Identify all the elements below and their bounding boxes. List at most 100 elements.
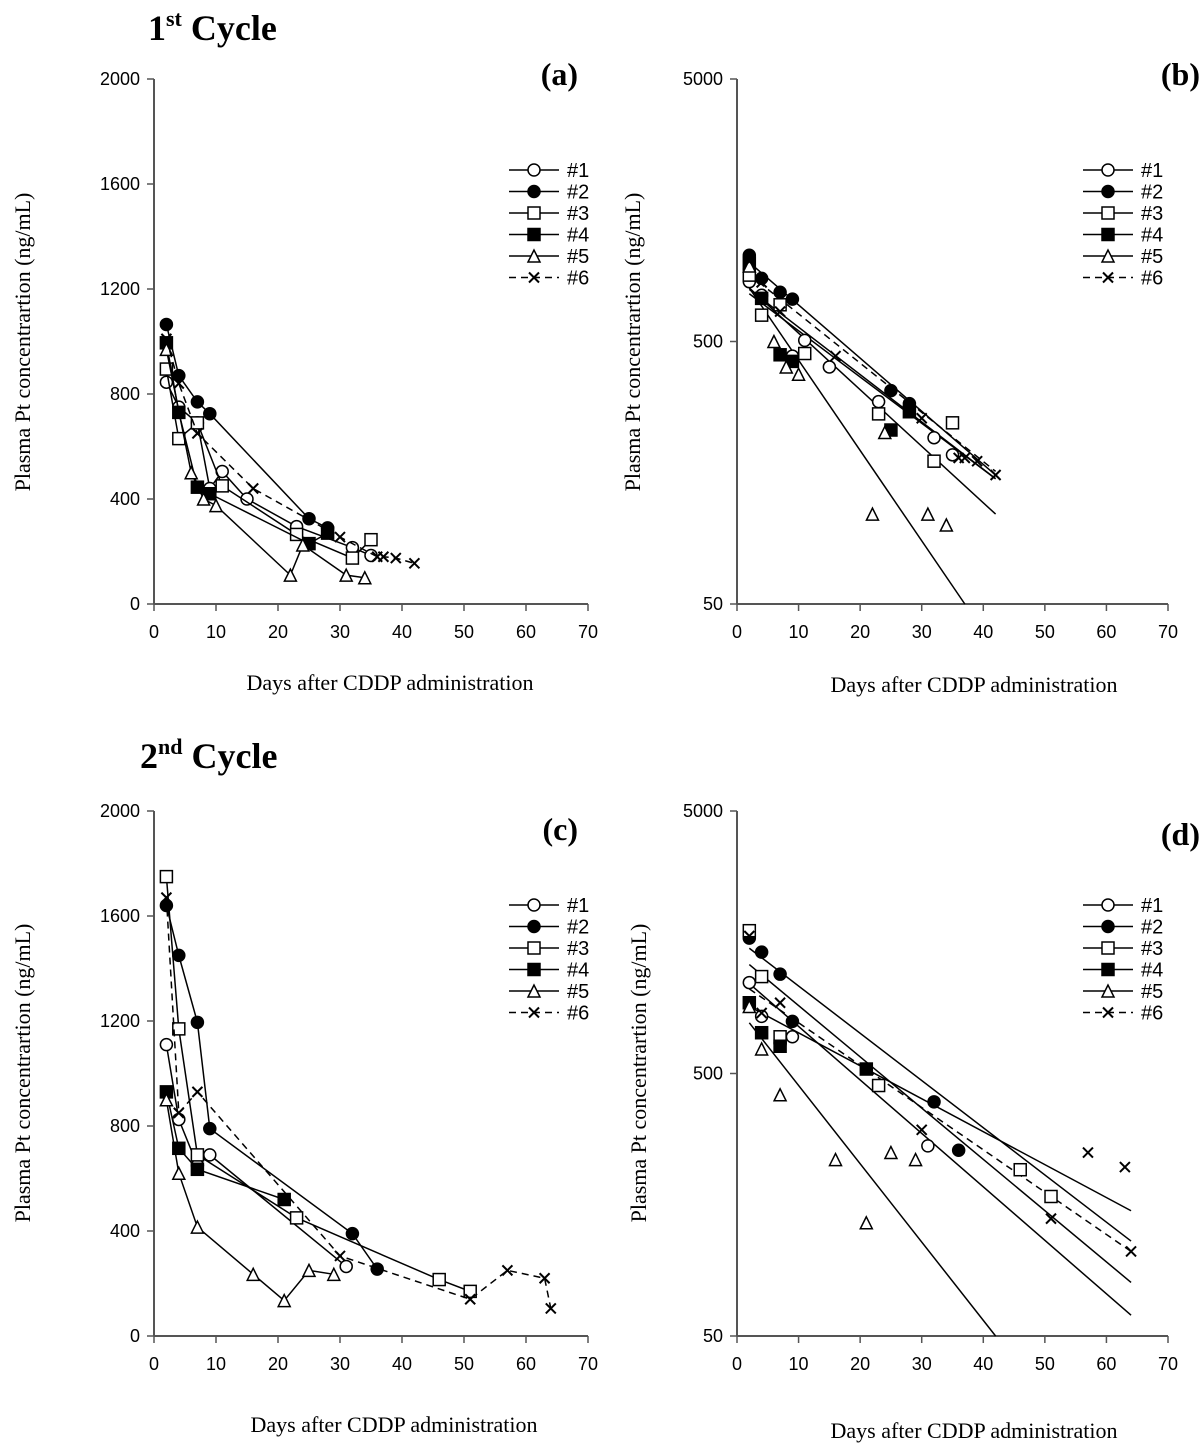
data-point bbox=[190, 1148, 205, 1162]
legend-marker bbox=[1101, 163, 1115, 177]
data-point bbox=[276, 1292, 292, 1308]
cycle-2-ordinal: 2 bbox=[140, 736, 158, 776]
panel-d: 0 10 20 30 40 50 60 70 50 500 5000 Days after CDDP … bbox=[626, 801, 1200, 1443]
cycle-1-word: Cycle bbox=[190, 8, 277, 48]
data-point bbox=[921, 1139, 935, 1153]
data-point bbox=[326, 1266, 342, 1282]
data-point bbox=[743, 255, 756, 268]
fit-line bbox=[748, 1022, 997, 1337]
x-tick-label: 40 bbox=[392, 1354, 412, 1374]
data-point bbox=[203, 1148, 217, 1162]
series-n5 bbox=[742, 998, 923, 1230]
data-point bbox=[785, 1014, 800, 1029]
series-n6 bbox=[743, 255, 1002, 481]
panel-b: 0 10 20 30 40 50 60 70 50 500 5000 Days after CDDP … bbox=[620, 56, 1200, 697]
data-point bbox=[773, 298, 787, 312]
legend-marker bbox=[527, 163, 541, 177]
data-point bbox=[203, 406, 217, 421]
data-point bbox=[754, 969, 769, 984]
legend-marker bbox=[1101, 227, 1115, 242]
data-point bbox=[916, 412, 928, 424]
legend: #1#2#3#4#5#6 bbox=[509, 895, 589, 1025]
x-tick-label: 20 bbox=[268, 622, 288, 642]
series-n3 bbox=[159, 362, 378, 565]
data-point bbox=[829, 350, 842, 362]
data-point bbox=[159, 869, 174, 884]
x-tick-label: 10 bbox=[789, 622, 809, 642]
fit-line bbox=[748, 947, 1132, 1242]
data-point bbox=[172, 1022, 186, 1036]
data-point bbox=[190, 416, 205, 430]
x-tick-label: 20 bbox=[850, 1354, 870, 1374]
data-point bbox=[215, 479, 229, 493]
series-line bbox=[165, 1091, 285, 1201]
data-point bbox=[208, 497, 224, 513]
legend: #1#2#3#4#5#6 bbox=[509, 160, 589, 290]
x-tick-label: 0 bbox=[732, 622, 742, 642]
series-n6 bbox=[160, 333, 421, 570]
legend-marker bbox=[528, 271, 540, 284]
y-tick-label: 0 bbox=[130, 1326, 140, 1346]
data-point bbox=[301, 1262, 317, 1278]
legend-label: #3 bbox=[567, 938, 589, 960]
data-point bbox=[927, 454, 941, 468]
data-point bbox=[1082, 1146, 1094, 1159]
data-point bbox=[951, 1143, 966, 1158]
data-point bbox=[773, 348, 787, 362]
data-point bbox=[463, 1284, 477, 1299]
data-point bbox=[945, 448, 960, 462]
legend-label: #3 bbox=[1141, 938, 1163, 960]
data-point bbox=[742, 998, 757, 1014]
legend-marker bbox=[1101, 962, 1115, 977]
data-point bbox=[1125, 1245, 1137, 1258]
data-point bbox=[173, 377, 185, 390]
legend-label: #4 bbox=[567, 225, 589, 247]
legend-label: #6 bbox=[1141, 1003, 1163, 1025]
x-tick-label: 10 bbox=[206, 1354, 226, 1374]
data-point bbox=[927, 1095, 941, 1109]
data-point bbox=[1119, 1161, 1131, 1173]
y-tick-label: 50 bbox=[703, 594, 723, 614]
data-point bbox=[971, 455, 983, 467]
x-tick-label: 50 bbox=[454, 1354, 474, 1374]
series-n3 bbox=[159, 869, 477, 1299]
data-point bbox=[345, 1226, 360, 1241]
legend-label: #2 bbox=[567, 182, 589, 204]
data-point bbox=[859, 1215, 874, 1230]
x-tick-label: 10 bbox=[789, 1354, 809, 1374]
data-point bbox=[408, 557, 421, 570]
legend-label: #5 bbox=[567, 246, 589, 268]
series-line bbox=[165, 349, 365, 579]
series-n5 bbox=[159, 1092, 342, 1308]
series-n6 bbox=[743, 930, 1137, 1258]
data-point bbox=[190, 1162, 205, 1177]
y-tick-label: 400 bbox=[110, 1221, 140, 1241]
x-tick-label: 60 bbox=[1096, 1354, 1116, 1374]
data-point bbox=[779, 359, 794, 374]
series-n2 bbox=[159, 898, 384, 1276]
data-point bbox=[159, 1037, 174, 1052]
data-point bbox=[190, 395, 205, 409]
legend-marker bbox=[1102, 271, 1114, 284]
y-tick-label: 1600 bbox=[100, 174, 140, 194]
data-point bbox=[773, 285, 787, 300]
legend-marker bbox=[527, 184, 541, 199]
y-tick-label: 800 bbox=[110, 1116, 140, 1136]
data-point bbox=[173, 1107, 185, 1119]
fit-line bbox=[748, 273, 997, 472]
legend-marker bbox=[1101, 184, 1115, 199]
data-point bbox=[302, 511, 316, 526]
legend-marker bbox=[1100, 248, 1116, 263]
legend-label: #5 bbox=[1141, 246, 1163, 268]
data-point bbox=[877, 424, 892, 440]
legend-label: #5 bbox=[567, 981, 589, 1003]
legend-marker bbox=[527, 206, 541, 220]
x-tick-label: 50 bbox=[1035, 622, 1055, 642]
cycle-1-title: 1st Cycle bbox=[148, 8, 277, 48]
data-point bbox=[939, 517, 954, 532]
series-n4 bbox=[159, 1085, 291, 1207]
y-tick-label: 50 bbox=[703, 1326, 723, 1346]
data-point bbox=[902, 404, 917, 419]
data-point bbox=[295, 537, 311, 552]
